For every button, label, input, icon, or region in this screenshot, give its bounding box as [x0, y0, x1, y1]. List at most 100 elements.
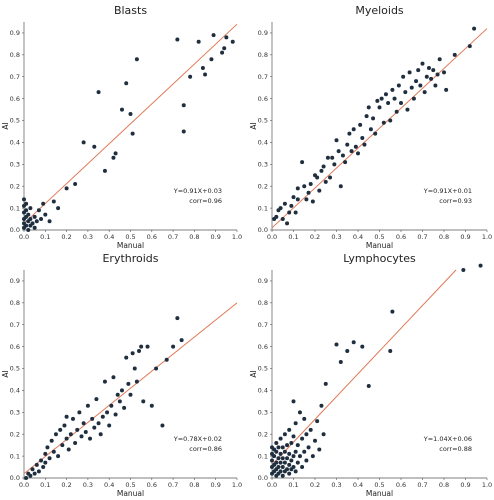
- data-point: [56, 454, 61, 459]
- data-point: [334, 342, 339, 347]
- data-point: [196, 39, 201, 44]
- data-point: [396, 83, 401, 88]
- x-tick-label: 0.6: [396, 233, 406, 241]
- x-tick-label: 0.1: [40, 233, 50, 241]
- data-point: [285, 456, 290, 461]
- data-point: [390, 87, 395, 92]
- data-point: [175, 316, 180, 321]
- y-tick-label: 0.4: [258, 139, 268, 147]
- data-point: [124, 355, 129, 360]
- data-point: [28, 217, 33, 222]
- x-tick-label: 0.6: [147, 233, 157, 241]
- data-point: [139, 344, 144, 349]
- y-tick-label: 0.0: [258, 474, 268, 482]
- data-point: [285, 467, 290, 472]
- data-point: [39, 217, 44, 222]
- data-point: [293, 421, 298, 426]
- data-point: [293, 210, 298, 215]
- data-point: [291, 454, 296, 459]
- data-point: [297, 454, 302, 459]
- y-tick-label: 0.8: [10, 51, 20, 59]
- data-point: [272, 454, 277, 459]
- data-point: [160, 423, 165, 428]
- data-point: [371, 116, 376, 121]
- data-point: [452, 52, 457, 57]
- data-point: [107, 423, 112, 428]
- data-point: [58, 427, 63, 432]
- data-point: [442, 70, 446, 75]
- data-point: [154, 366, 159, 371]
- data-point: [310, 454, 315, 459]
- data-point: [472, 26, 477, 31]
- data-point: [24, 208, 29, 213]
- x-tick-label: 1.0: [482, 481, 492, 489]
- data-point: [282, 460, 287, 465]
- y-tick-label: 0.5: [10, 117, 20, 125]
- x-tick-label: 0.8: [439, 481, 449, 489]
- data-point: [32, 471, 37, 476]
- x-tick-label: 0.4: [353, 233, 363, 241]
- y-tick-label: 0.9: [10, 277, 20, 285]
- data-point: [109, 403, 114, 408]
- x-tick-label: 0.5: [125, 481, 135, 489]
- data-point: [287, 462, 292, 467]
- data-point: [34, 462, 39, 467]
- data-point: [24, 201, 29, 206]
- x-tick-label: 0.2: [310, 481, 320, 489]
- x-tick-label: 0.1: [40, 481, 50, 489]
- x-tick-label: 0.2: [310, 233, 320, 241]
- data-point: [276, 465, 281, 470]
- data-point: [60, 443, 65, 448]
- data-point: [280, 465, 285, 470]
- x-tick-label: 0.9: [211, 233, 221, 241]
- data-point: [128, 111, 133, 116]
- x-tick-label: 0.6: [147, 481, 157, 489]
- data-point: [478, 263, 483, 268]
- y-tick-label: 0.4: [258, 387, 268, 395]
- data-point: [313, 438, 317, 443]
- data-point: [291, 195, 296, 200]
- data-point: [134, 57, 139, 62]
- data-point: [349, 149, 354, 154]
- data-point: [51, 199, 56, 204]
- y-tick-label: 0.3: [258, 409, 268, 417]
- data-point: [111, 155, 116, 160]
- data-point: [401, 74, 406, 79]
- x-tick-label: 1.0: [482, 233, 492, 241]
- data-point: [43, 212, 48, 217]
- data-point: [45, 445, 50, 450]
- data-point: [358, 122, 363, 127]
- data-point: [119, 107, 124, 112]
- data-point: [282, 201, 287, 206]
- data-point: [323, 381, 328, 386]
- y-tick-label: 0.6: [10, 95, 20, 103]
- data-point: [285, 221, 290, 226]
- data-point: [429, 76, 434, 81]
- data-point: [388, 349, 393, 354]
- data-point: [47, 456, 52, 461]
- data-point: [291, 465, 296, 470]
- data-point: [175, 37, 180, 42]
- data-point: [306, 445, 311, 450]
- y-tick-label: 0.1: [258, 204, 268, 212]
- panel-title: Erythroids: [102, 252, 158, 265]
- data-point: [77, 410, 82, 415]
- data-point: [164, 357, 169, 362]
- data-point: [117, 399, 122, 404]
- regression-line: [271, 269, 457, 466]
- data-point: [304, 432, 309, 437]
- data-point: [81, 421, 86, 426]
- data-point: [282, 432, 287, 437]
- data-point: [343, 160, 348, 165]
- data-point: [102, 168, 107, 173]
- data-point: [433, 83, 438, 88]
- data-point: [338, 184, 343, 189]
- x-tick-label: 0.5: [125, 233, 135, 241]
- data-point: [420, 61, 425, 66]
- data-point: [375, 98, 380, 103]
- data-point: [291, 399, 296, 404]
- y-tick-label: 0.4: [10, 387, 20, 395]
- data-point: [317, 447, 322, 452]
- data-point: [405, 107, 410, 112]
- data-point: [28, 473, 33, 478]
